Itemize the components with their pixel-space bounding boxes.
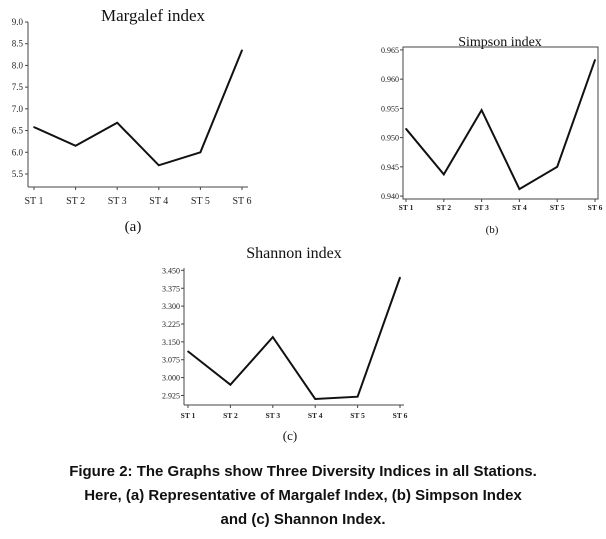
- margalef-x-tick-label: ST 3: [108, 196, 127, 207]
- simpson-panel-label: (b): [486, 224, 499, 236]
- simpson-y-tick-label: 0.950: [381, 134, 399, 143]
- shannon-x-tick-label: ST 3: [265, 411, 280, 420]
- margalef-series-line: [33, 49, 243, 167]
- shannon-data-point: [356, 395, 359, 398]
- margalef-x-tick-label: ST 6: [233, 196, 252, 207]
- shannon-x-tick-label: ST 6: [393, 411, 408, 420]
- simpson-x-tick-label: ST 5: [550, 203, 565, 212]
- simpson-data-point: [518, 188, 521, 190]
- simpson-chart: Simpson index (b) 0.940 0.945 0.950 0.955 0.…: [381, 35, 603, 236]
- margalef-y-tick-label: 8.0: [12, 60, 24, 70]
- shannon-x-tick-label: ST 4: [308, 411, 323, 420]
- simpson-x-tick-label: ST 3: [474, 203, 489, 212]
- shannon-series-line: [187, 277, 401, 401]
- margalef-x-tick-label: ST 4: [149, 196, 168, 207]
- shannon-y-tick-label: 3.225: [162, 320, 180, 329]
- margalef-data-point: [199, 151, 202, 154]
- shannon-y-tick-label: 3.375: [162, 284, 180, 293]
- shannon-data-point: [399, 276, 401, 279]
- shannon-y-tick-label: 3.450: [162, 266, 180, 275]
- simpson-data-point: [556, 166, 558, 168]
- margalef-y-tick-label: 7.0: [12, 104, 24, 114]
- margalef-data-point: [241, 49, 243, 52]
- shannon-data-point: [272, 336, 274, 338]
- shannon-x-tick-label: ST 1: [181, 411, 196, 420]
- margalef-y-tick-label: 7.5: [12, 82, 24, 92]
- simpson-data-point: [594, 59, 596, 61]
- simpson-x-tick-label: ST 1: [399, 203, 414, 212]
- margalef-data-point: [116, 121, 118, 124]
- caption-line-1: Figure 2: The Graphs show Three Diversit…: [69, 463, 537, 480]
- margalef-x-tick-label: ST 1: [25, 196, 44, 207]
- simpson-x-tick-label: ST 2: [436, 203, 451, 212]
- simpson-y-tick-label: 0.955: [381, 104, 399, 113]
- simpson-y-tick-label: 0.965: [381, 46, 399, 55]
- simpson-y-tick-label: 0.945: [381, 163, 399, 172]
- margalef-data-point: [74, 144, 77, 147]
- simpson-x-tick-label: ST 6: [588, 203, 603, 212]
- margalef-y-tick-label: 6.5: [12, 126, 24, 136]
- margalef-y-tick-label: 5.5: [12, 169, 24, 179]
- shannon-data-point: [314, 398, 317, 400]
- shannon-y-tick-label: 2.925: [162, 391, 180, 400]
- simpson-series-line: [405, 59, 596, 191]
- shannon-data-point: [187, 350, 189, 353]
- simpson-plot-frame: [402, 46, 599, 200]
- shannon-panel-label: (c): [283, 428, 297, 443]
- simpson-x-tick-label: ST 4: [512, 203, 527, 212]
- margalef-data-point: [158, 164, 160, 167]
- shannon-chart: Shannon index (c) 2.925 3.000 3.075 3.150 3.…: [162, 245, 408, 443]
- margalef-chart: Margalef index (a) 5.5 6.0 6.5 7.0 7.5 8.0 8.5…: [12, 6, 252, 235]
- shannon-y-tick-label: 3.300: [162, 302, 180, 311]
- shannon-x-tick-label: ST 2: [223, 411, 238, 420]
- shannon-x-tick-label: ST 5: [350, 411, 365, 420]
- simpson-data-point: [480, 109, 483, 111]
- margalef-x-tick-label: ST 2: [66, 196, 85, 207]
- margalef-data-point: [33, 126, 35, 128]
- simpson-data-point: [443, 173, 445, 176]
- figure-caption: Figure 2: The Graphs show Three Diversit…: [0, 460, 606, 532]
- margalef-chart-title: Margalef index: [101, 6, 206, 25]
- caption-line-3: and (c) Shannon Index.: [220, 511, 386, 528]
- caption-line-2: Here, (a) Representative of Margalef Ind…: [84, 487, 522, 504]
- figure-canvas: Margalef index (a) 5.5 6.0 6.5 7.0 7.5 8.0 8.5…: [12, 6, 603, 443]
- shannon-data-point: [229, 383, 232, 386]
- margalef-y-tick-label: 9.0: [12, 17, 24, 27]
- simpson-y-tick-label: 0.940: [381, 192, 399, 201]
- simpson-data-point: [405, 128, 407, 130]
- shannon-chart-title: Shannon index: [246, 245, 342, 262]
- shannon-y-tick-label: 3.150: [162, 338, 180, 347]
- shannon-y-tick-label: 3.075: [162, 356, 180, 365]
- margalef-panel-label: (a): [125, 219, 142, 235]
- margalef-y-tick-label: 6.0: [12, 147, 24, 157]
- simpson-chart-title: Simpson index: [458, 35, 542, 50]
- margalef-y-tick-label: 8.5: [12, 39, 24, 49]
- margalef-x-tick-label: ST 5: [191, 196, 210, 207]
- simpson-y-tick-label: 0.960: [381, 75, 399, 84]
- shannon-y-tick-label: 3.000: [162, 374, 180, 383]
